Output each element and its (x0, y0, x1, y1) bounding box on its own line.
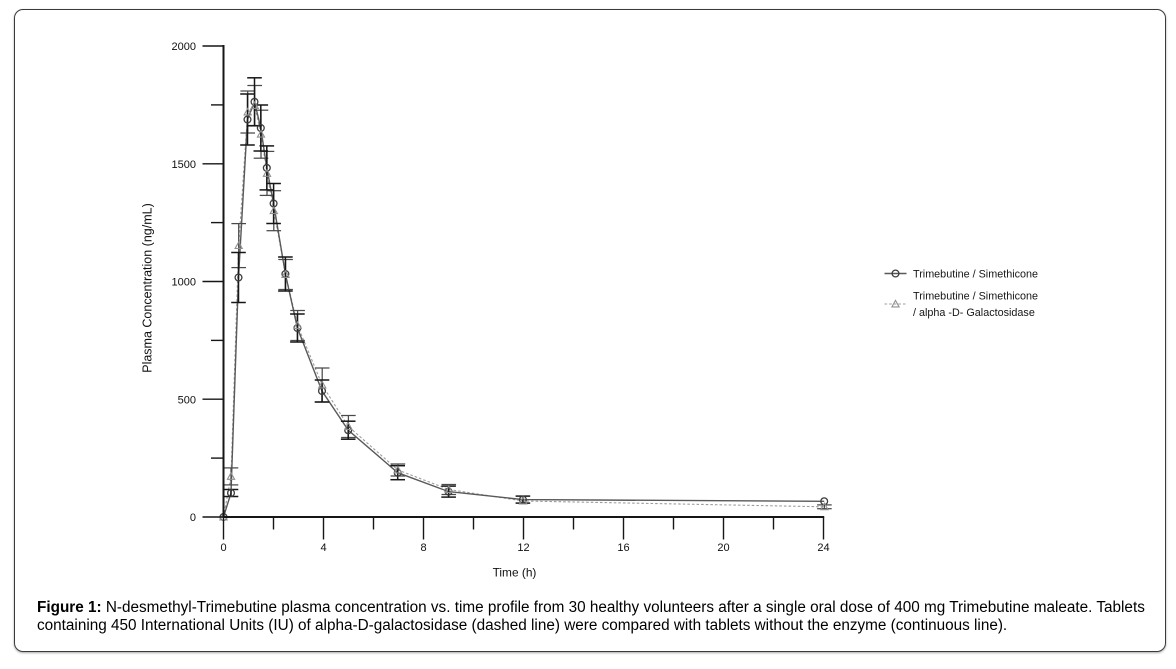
svg-text:4: 4 (320, 542, 326, 554)
svg-text:Trimebutine / Simethicone: Trimebutine / Simethicone (913, 291, 1038, 303)
svg-text:16: 16 (617, 542, 629, 554)
svg-text:1000: 1000 (172, 277, 196, 289)
svg-text:Plasma Concentration (ng/mL): Plasma Concentration (ng/mL) (141, 203, 155, 373)
svg-text:24: 24 (817, 542, 829, 554)
svg-text:/ alpha -D- Galactosidase: / alpha -D- Galactosidase (913, 307, 1035, 319)
svg-text:12: 12 (517, 542, 529, 554)
svg-text:Trimebutine / Simethicone: Trimebutine / Simethicone (913, 269, 1038, 281)
svg-text:20: 20 (717, 542, 729, 554)
svg-text:8: 8 (420, 542, 426, 554)
svg-text:0: 0 (190, 512, 196, 524)
svg-text:0: 0 (220, 542, 226, 554)
svg-text:1500: 1500 (172, 159, 196, 171)
svg-text:2000: 2000 (172, 41, 196, 53)
svg-text:500: 500 (178, 394, 196, 406)
svg-text:Time (h): Time (h) (493, 566, 537, 580)
